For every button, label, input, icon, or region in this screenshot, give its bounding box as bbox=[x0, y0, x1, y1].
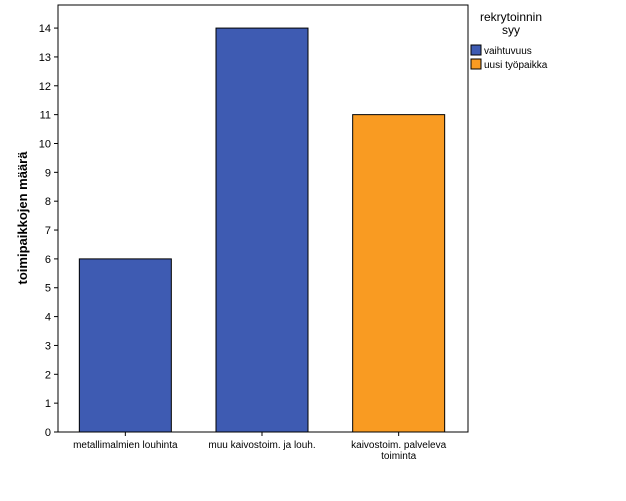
x-tick-label: metallimalmien louhinta bbox=[73, 440, 178, 451]
y-tick-label: 1 bbox=[45, 398, 51, 410]
y-tick-label: 10 bbox=[39, 138, 51, 150]
y-tick-label: 2 bbox=[45, 369, 51, 381]
bar bbox=[78, 258, 172, 433]
legend-item-label: vaihtuvuus bbox=[484, 46, 532, 57]
y-tick-label: 4 bbox=[45, 312, 51, 324]
legend-title: rekrytoinnin bbox=[480, 10, 542, 24]
y-axis-label: toimipaikkojen määrä bbox=[15, 151, 30, 285]
x-tick-label: kaivostoim. palveleva toiminta bbox=[351, 440, 446, 462]
y-tick-label: 3 bbox=[45, 340, 51, 352]
legend-title: syy bbox=[502, 23, 520, 37]
y-tick-label: 7 bbox=[45, 225, 51, 237]
bar bbox=[352, 114, 446, 433]
y-tick-label: 0 bbox=[45, 427, 51, 439]
y-tick-label: 9 bbox=[45, 167, 51, 179]
y-tick-label: 12 bbox=[39, 81, 51, 93]
legend-swatch bbox=[470, 58, 482, 70]
legend-item-label: uusi työpaikka bbox=[484, 60, 548, 71]
x-axis: metallimalmien louhinta muu kaivostoim. j… bbox=[73, 432, 447, 462]
y-tick-label: 6 bbox=[45, 254, 51, 266]
bar bbox=[215, 27, 309, 433]
y-tick-label: 13 bbox=[39, 52, 51, 64]
y-tick-label: 11 bbox=[40, 110, 51, 122]
legend-swatch bbox=[470, 44, 482, 56]
bars bbox=[78, 27, 446, 433]
y-tick-label: 14 bbox=[39, 23, 51, 35]
y-tick-label: 8 bbox=[45, 196, 51, 208]
y-tick-label: 5 bbox=[45, 283, 51, 295]
x-tick-label: muu kaivostoim. ja louh. bbox=[208, 440, 315, 451]
